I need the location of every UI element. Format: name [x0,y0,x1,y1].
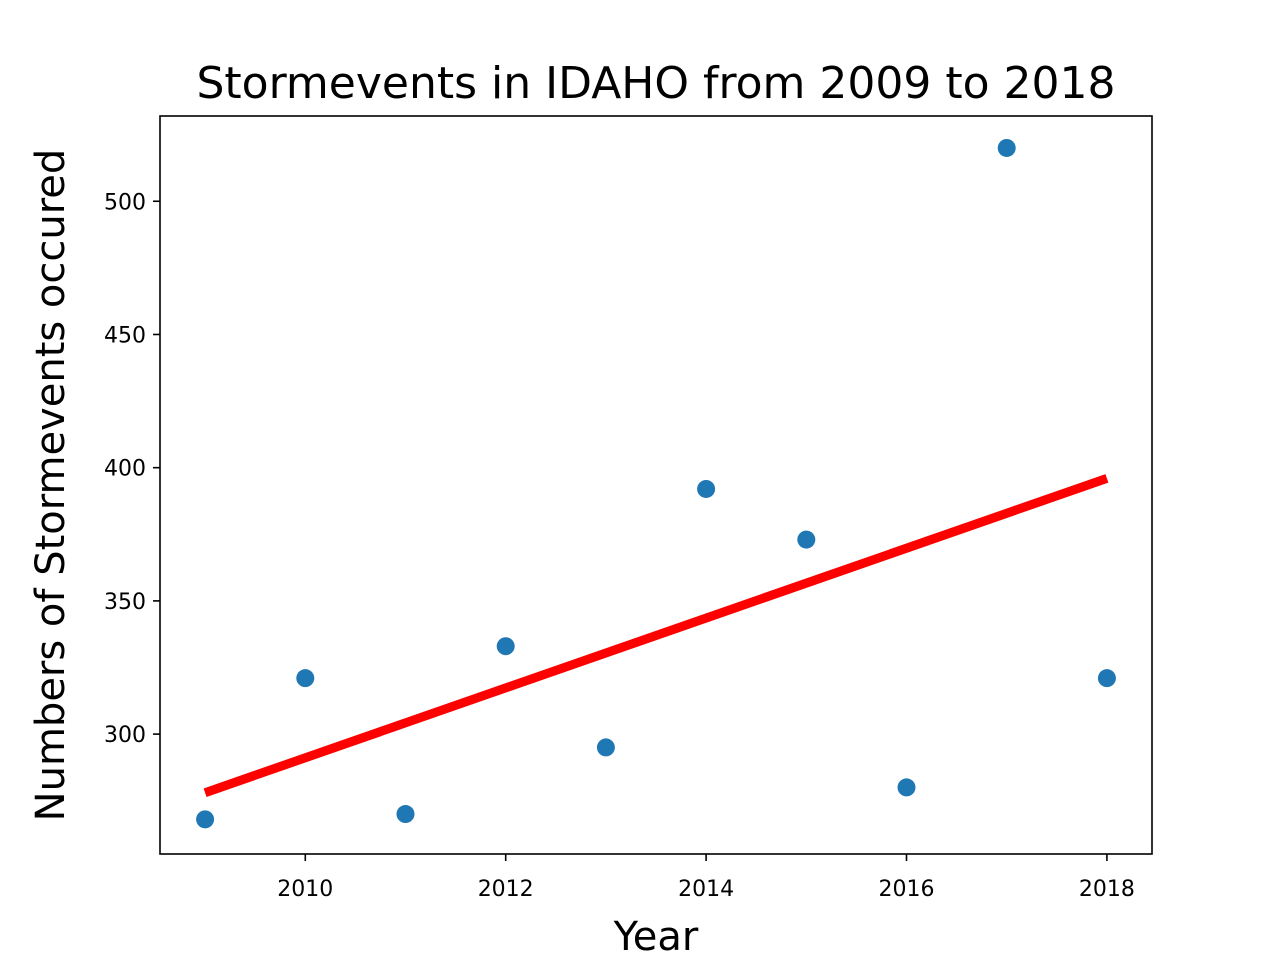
y-tick-label: 400 [104,457,146,482]
y-tick-label: 500 [104,190,146,215]
data-point [196,810,215,829]
y-axis-label: Numbers of Stormevents occured [28,149,74,822]
data-point [797,530,816,549]
plot-area [196,138,1116,829]
x-tick-label: 2010 [277,877,333,902]
trend-line [203,474,1109,797]
data-point [697,479,716,498]
x-tick-label: 2018 [1079,877,1135,902]
data-point [296,669,315,688]
x-tick-label: 2014 [678,877,734,902]
x-axis: 2010 2012 2014 2016 2018 [277,854,1135,902]
plot-frame [159,115,1153,855]
x-tick-label: 2016 [879,877,935,902]
y-tick-label: 350 [104,590,146,615]
y-tick-label: 450 [104,323,146,348]
y-axis: 300 350 400 450 500 [104,190,160,748]
x-tick-label: 2012 [478,877,534,902]
data-point [396,805,415,824]
data-point [596,738,615,757]
chart-title: Stormevents in IDAHO from 2009 to 2018 [197,58,1116,109]
data-point [997,138,1016,157]
data-point [496,637,515,656]
y-tick-label: 300 [104,723,146,748]
data-point [1097,669,1116,688]
x-axis-label: Year [613,914,699,960]
data-point [897,778,916,797]
